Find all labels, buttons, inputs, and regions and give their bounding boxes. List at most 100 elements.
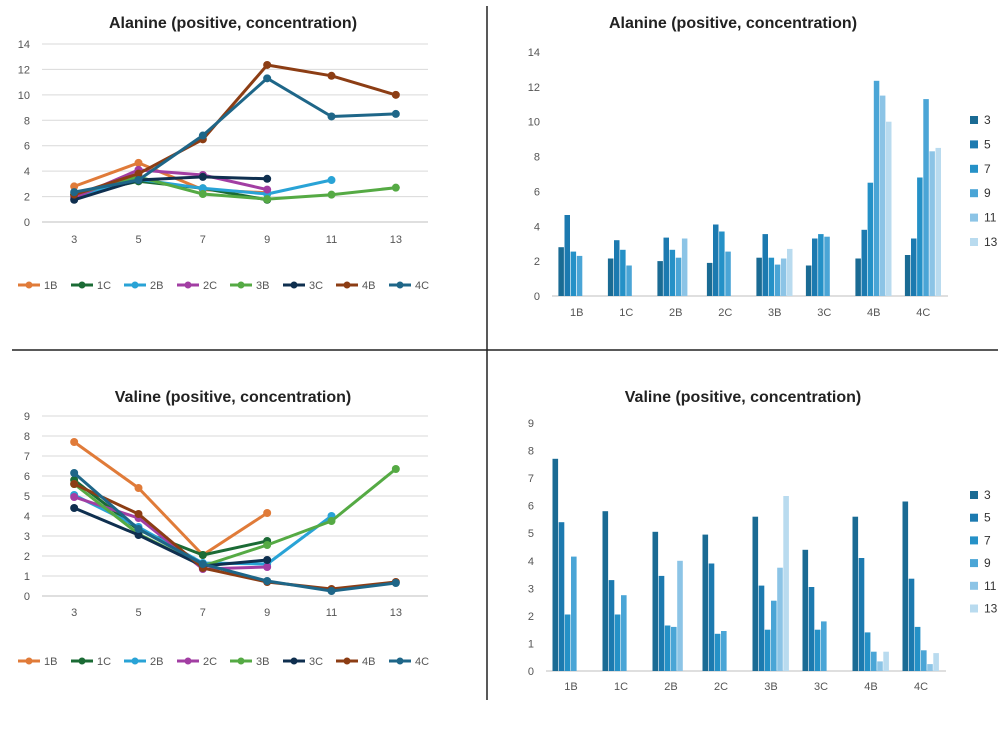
y-tick-label: 9 bbox=[528, 418, 534, 430]
data-point-4C bbox=[198, 560, 207, 568]
legend-label: 2C bbox=[203, 280, 217, 292]
bar-4B-3 bbox=[852, 516, 859, 671]
legend-label: 11 bbox=[984, 579, 997, 593]
bar-3B-9 bbox=[771, 600, 777, 671]
legend-swatch bbox=[970, 513, 978, 522]
y-tick-label: 4 bbox=[24, 166, 30, 178]
bar-4C-5 bbox=[908, 578, 915, 671]
x-tick-label: 1B bbox=[570, 307, 583, 319]
legend-marker bbox=[237, 657, 245, 665]
legend-swatch bbox=[970, 164, 978, 173]
x-tick-label: 3C bbox=[814, 681, 828, 693]
data-point-3C bbox=[198, 172, 207, 181]
legend-label: 7 bbox=[984, 533, 991, 547]
y-tick-label: 1 bbox=[24, 571, 30, 583]
bar-2B-7 bbox=[664, 625, 671, 671]
y-tick-label: 2 bbox=[528, 611, 534, 623]
data-point-3B bbox=[263, 195, 272, 204]
bar-3B-9 bbox=[774, 264, 781, 296]
legend-marker bbox=[131, 281, 139, 289]
legend-label: 3B bbox=[256, 280, 269, 292]
y-tick-label: 0 bbox=[534, 291, 540, 303]
legend-swatch bbox=[970, 536, 978, 545]
data-point-1B bbox=[134, 484, 143, 492]
x-tick-label: 5 bbox=[135, 607, 141, 619]
y-tick-label: 6 bbox=[24, 471, 30, 483]
legend-label: 11 bbox=[984, 211, 997, 225]
y-tick-label: 2 bbox=[534, 256, 540, 268]
y-tick-label: 8 bbox=[24, 115, 30, 127]
data-point-4C bbox=[70, 188, 79, 197]
data-point-3C bbox=[263, 556, 272, 564]
series-line-4C bbox=[72, 471, 398, 593]
bar-3B-3 bbox=[752, 516, 759, 671]
data-point-4B bbox=[263, 60, 272, 69]
data-point-4C bbox=[327, 587, 336, 595]
bar-2B-9 bbox=[675, 257, 682, 296]
legend-label: 4B bbox=[362, 280, 375, 292]
data-point-4B bbox=[70, 480, 79, 488]
legend-marker bbox=[184, 281, 192, 289]
bar-3C-9 bbox=[821, 621, 827, 671]
data-point-4B bbox=[391, 90, 400, 99]
bar-4C-9 bbox=[921, 650, 927, 671]
data-point-1B bbox=[263, 509, 272, 517]
x-tick-label: 2C bbox=[714, 681, 728, 693]
y-tick-label: 6 bbox=[528, 501, 534, 513]
y-tick-label: 14 bbox=[528, 47, 540, 59]
bar-4C-13 bbox=[933, 653, 939, 671]
x-tick-label: 4C bbox=[914, 681, 928, 693]
legend-label: 5 bbox=[984, 137, 991, 151]
x-tick-label: 4C bbox=[916, 307, 930, 319]
y-tick-label: 4 bbox=[534, 221, 540, 233]
bar-1C-5 bbox=[608, 580, 615, 671]
alanine-bar-chart: Alanine (positive, concentration) 0 2 4 6 8 1… bbox=[528, 15, 998, 319]
legend-swatch bbox=[970, 581, 978, 590]
x-tick-label: 3 bbox=[71, 607, 77, 619]
legend-swatch bbox=[970, 491, 978, 499]
data-point-4C bbox=[263, 577, 272, 585]
bar-1B-7 bbox=[570, 251, 577, 296]
series-line-4B bbox=[72, 63, 398, 197]
x-tick-label: 3 bbox=[71, 234, 77, 246]
bar-4C-13 bbox=[935, 147, 941, 296]
bar-2C-5 bbox=[713, 224, 719, 296]
x-tick-label: 2C bbox=[718, 307, 732, 319]
x-tick-label: 1B bbox=[564, 681, 577, 693]
bar-1C-7 bbox=[620, 249, 626, 296]
data-point-4C bbox=[391, 109, 400, 118]
y-tick-label: 12 bbox=[528, 82, 540, 94]
legend-label: 1B bbox=[44, 280, 57, 292]
legend-marker bbox=[25, 657, 33, 665]
bar-2C-7 bbox=[719, 231, 725, 296]
legend-marker bbox=[25, 281, 33, 289]
bar-2C-9 bbox=[725, 251, 731, 296]
legend-label: 1B bbox=[44, 656, 57, 668]
legend-label: 4C bbox=[415, 280, 429, 292]
bar-4B-5 bbox=[858, 558, 865, 671]
bar-3C-7 bbox=[814, 629, 821, 671]
data-point-1C bbox=[198, 551, 207, 559]
bar-1C-7 bbox=[614, 614, 621, 671]
y-tick-label: 2 bbox=[24, 192, 30, 204]
bar-2C-5 bbox=[708, 563, 715, 671]
bar-4B-9 bbox=[871, 651, 877, 671]
bar-4B-3 bbox=[855, 258, 861, 296]
legend-label: 1C bbox=[97, 656, 111, 668]
legend-swatch bbox=[970, 604, 978, 613]
x-tick-label: 1C bbox=[614, 681, 628, 693]
bar-3B-5 bbox=[758, 585, 765, 671]
x-tick-label: 4B bbox=[867, 307, 880, 319]
bar-1B-3 bbox=[552, 458, 559, 671]
bar-4B-7 bbox=[864, 632, 871, 671]
bar-1C-9 bbox=[626, 265, 632, 296]
bar-4B-9 bbox=[873, 80, 880, 296]
data-point-1B bbox=[70, 182, 79, 191]
bar-3B-13 bbox=[783, 496, 789, 671]
legend-marker bbox=[131, 657, 139, 665]
bar-4C-7 bbox=[917, 177, 923, 296]
legend-label: 13 bbox=[984, 235, 998, 249]
data-point-2C bbox=[70, 493, 79, 501]
legend-marker bbox=[290, 657, 298, 665]
